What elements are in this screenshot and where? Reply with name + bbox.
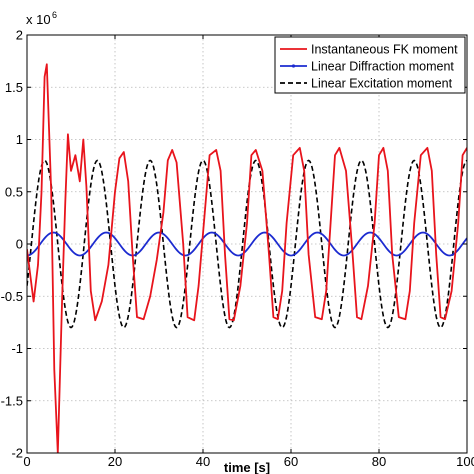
- grid: [27, 35, 467, 453]
- x-tick-label: 100: [456, 454, 474, 469]
- y-tick-label: 2: [16, 28, 23, 43]
- legend-label-1: Linear Diffraction moment: [311, 60, 454, 74]
- y-exponent-power: 6: [52, 10, 57, 20]
- y-tick-label: -0.5: [1, 289, 23, 304]
- y-tick-label: -1: [11, 341, 23, 356]
- y-tick-label: 0: [16, 237, 23, 252]
- x-axis-title: time [s]: [224, 460, 270, 474]
- legend-label-0: Instantaneous FK moment: [311, 43, 458, 57]
- y-tick-label: 1: [16, 132, 23, 147]
- x-tick-label: 60: [284, 454, 298, 469]
- x-tick-label: 40: [196, 454, 210, 469]
- y-tick-label: 1.5: [5, 80, 23, 95]
- plot-area: [27, 63, 467, 453]
- x-tick-label: 0: [23, 454, 30, 469]
- y-exponent-label: x 10: [26, 12, 51, 27]
- legend: Instantaneous FK moment Linear Diffractio…: [274, 36, 466, 94]
- series-line-1: [27, 231, 467, 257]
- series-line-0: [27, 63, 467, 453]
- series-line-2: [27, 159, 467, 329]
- y-tick-label: -1.5: [1, 393, 23, 408]
- y-tick-label: 0.5: [5, 184, 23, 199]
- legend-label-2: Linear Excitation moment: [311, 77, 453, 91]
- tick-labels: 0 20 40 60 80 100 2 1.5 1 0.5 0 -0.5 -1 -1.5 -2: [1, 28, 474, 470]
- x-tick-label: 80: [372, 454, 386, 469]
- x-tick-label: 20: [108, 454, 122, 469]
- legend-marker: [291, 64, 296, 68]
- y-tick-label: -2: [11, 446, 23, 461]
